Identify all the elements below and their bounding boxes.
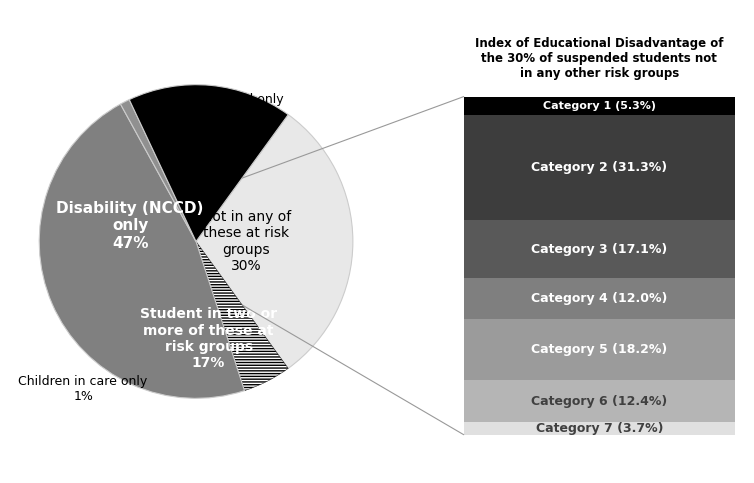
Wedge shape	[121, 99, 196, 242]
Text: Category 3 (17.1%): Category 3 (17.1%)	[532, 243, 667, 256]
Bar	[464, 319, 735, 380]
Text: Category 2 (31.3%): Category 2 (31.3%)	[532, 161, 667, 174]
Wedge shape	[129, 85, 288, 242]
Text: Category 7 (3.7%): Category 7 (3.7%)	[535, 422, 664, 435]
Text: Not in any of
these at risk
groups
30%: Not in any of these at risk groups 30%	[201, 210, 291, 273]
Bar	[464, 380, 735, 422]
Text: Category 6 (12.4%): Category 6 (12.4%)	[532, 395, 667, 408]
Text: Index of Educational Disadvantage of
the 30% of suspended students not
in any ot: Index of Educational Disadvantage of the…	[475, 37, 724, 80]
Text: Aboriginal only
5%: Aboriginal only 5%	[190, 93, 284, 121]
Wedge shape	[39, 104, 244, 398]
Text: Disability (NCCD)
only
47%: Disability (NCCD) only 47%	[57, 201, 204, 251]
Text: Children in care only
1%: Children in care only 1%	[19, 375, 148, 403]
Bar	[464, 114, 735, 220]
Bar	[464, 422, 735, 435]
Text: Category 1 (5.3%): Category 1 (5.3%)	[543, 100, 656, 111]
Wedge shape	[196, 242, 288, 391]
Bar	[464, 97, 735, 114]
Wedge shape	[196, 114, 353, 369]
Bar	[464, 220, 735, 278]
Bar	[464, 278, 735, 319]
Text: Category 5 (18.2%): Category 5 (18.2%)	[532, 343, 667, 356]
Text: Student in two or
more of these at
risk groups
17%: Student in two or more of these at risk …	[140, 308, 277, 370]
Text: Category 4 (12.0%): Category 4 (12.0%)	[532, 292, 667, 305]
